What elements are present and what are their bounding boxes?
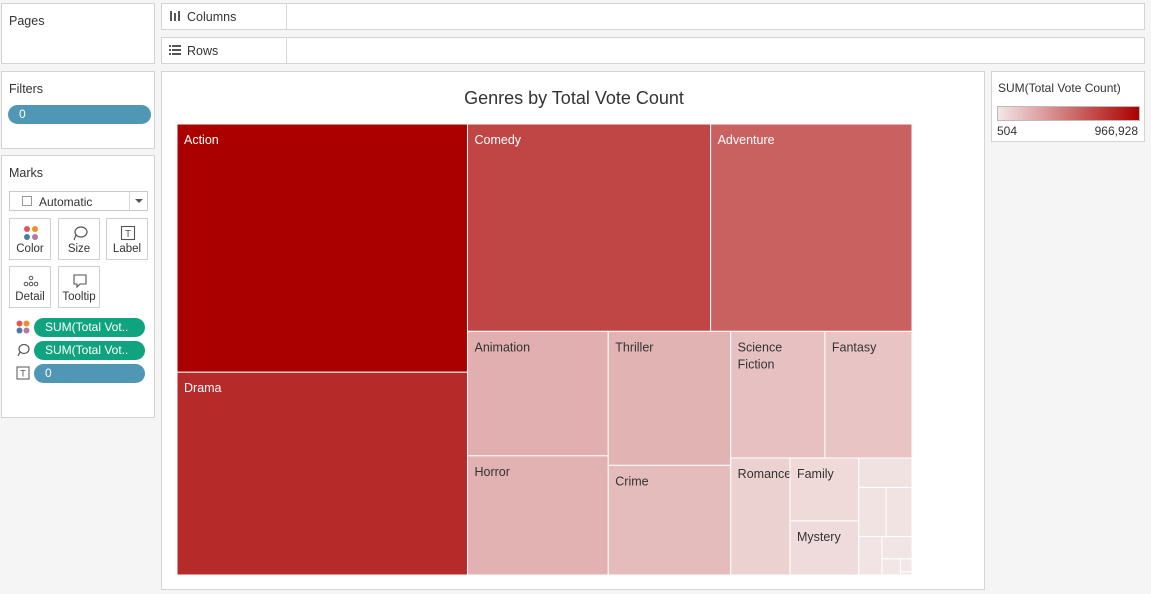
treemap-cell-drama[interactable] (176, 371, 468, 576)
tooltip-label: Tooltip (62, 291, 96, 303)
label-button[interactable]: T Label (106, 218, 148, 260)
color-field-pill[interactable]: SUM(Total Vot.. (34, 318, 145, 337)
mark-type-dropdown[interactable]: Automatic (9, 191, 148, 211)
treemap-label: Comedy (474, 133, 521, 147)
treemap-label: Horror (474, 465, 509, 479)
filters-card[interactable]: Filters 0 (1, 71, 155, 149)
marks-title: Marks (9, 166, 44, 180)
treemap-cell[interactable] (858, 486, 887, 537)
treemap-cell-family[interactable] (789, 457, 860, 522)
treemap-label: Adventure (718, 133, 775, 147)
label-t-icon: T (120, 225, 136, 241)
rows-label: Rows (187, 44, 219, 58)
detail-button[interactable]: Detail (9, 266, 51, 308)
detail-dots-icon (23, 275, 39, 287)
size-field-pill[interactable]: SUM(Total Vot.. (34, 341, 145, 360)
treemap-cell-romance[interactable] (730, 457, 791, 576)
columns-shelf[interactable]: Columns (161, 3, 1145, 30)
treemap-cell-animation[interactable] (466, 330, 609, 457)
legend-min: 504 (997, 124, 1018, 138)
treemap-label: Mystery (797, 530, 842, 544)
svg-text:T: T (20, 369, 26, 379)
treemap-label: Animation (474, 340, 530, 354)
size-label: Size (67, 243, 91, 255)
svg-text:T: T (125, 229, 131, 240)
chevron-down-icon[interactable] (129, 192, 147, 210)
treemap-cell[interactable] (885, 486, 913, 537)
columns-label: Columns (187, 10, 237, 24)
label-field-pill[interactable]: 0 (34, 364, 145, 383)
treemap-label: Drama (184, 381, 222, 395)
treemap-cell[interactable] (858, 535, 883, 576)
legend-max: 966,928 (1094, 124, 1138, 138)
mark-type-icon (22, 196, 32, 206)
filters-title: Filters (9, 82, 44, 96)
tooltip-button[interactable]: Tooltip (58, 266, 100, 308)
marks-card: Marks Automatic Color Size T Label (1, 155, 155, 418)
treemap-cell-thriller[interactable] (607, 330, 732, 466)
size-lasso-icon (73, 226, 88, 241)
treemap-chart: Action Drama Comedy Adventure Animation Horro… (176, 123, 913, 576)
color-dots-icon (24, 226, 38, 240)
treemap-cell-fantasy[interactable] (824, 330, 913, 459)
viz-pane: Genres by Total Vote Count Action Drama Co… (161, 71, 985, 590)
treemap-label: Thriller (615, 340, 653, 354)
treemap-cell[interactable] (881, 558, 901, 576)
treemap-label: Crime (615, 474, 648, 488)
rows-icon (169, 45, 181, 55)
treemap-label: Action (184, 133, 219, 147)
treemap-cell[interactable] (858, 457, 913, 488)
treemap-label: Science Fiction (738, 340, 783, 371)
treemap-label: Fantasy (832, 340, 877, 354)
treemap-cell-adventure[interactable] (710, 123, 913, 332)
color-legend[interactable]: SUM(Total Vote Count) 504 966,928 (991, 71, 1145, 142)
size-button[interactable]: Size (58, 218, 100, 260)
treemap-cell[interactable] (899, 558, 913, 573)
treemap-label: Romance (738, 467, 792, 481)
pages-title: Pages (9, 14, 45, 28)
treemap-cell-action[interactable] (176, 123, 468, 373)
detail-label: Detail (15, 291, 45, 303)
chart-title: Genres by Total Vote Count (464, 88, 684, 108)
pages-card[interactable]: Pages (1, 3, 155, 64)
label-label: Label (112, 243, 142, 255)
treemap-cell-science-fiction[interactable] (730, 330, 826, 459)
color-button[interactable]: Color (9, 218, 51, 260)
tooltip-bubble-icon (73, 274, 87, 289)
rows-shelf[interactable]: Rows (161, 37, 1145, 64)
filter-pill[interactable]: 0 (8, 105, 151, 124)
treemap-cell[interactable] (899, 571, 913, 576)
color-dots-icon (16, 320, 30, 334)
color-label: Color (16, 243, 44, 255)
rows-divider (286, 38, 287, 63)
treemap-cell-crime[interactable] (607, 464, 732, 576)
columns-divider (286, 4, 287, 29)
columns-icon (170, 11, 180, 21)
mark-type-label: Automatic (39, 195, 93, 209)
treemap-label: Family (797, 467, 835, 481)
treemap-cell[interactable] (881, 535, 913, 560)
size-lasso-icon (17, 343, 30, 357)
legend-gradient (997, 106, 1140, 121)
label-t-icon: T (16, 366, 30, 380)
treemap-cell-comedy[interactable] (466, 123, 712, 332)
treemap-cell-horror[interactable] (466, 455, 609, 576)
legend-title: SUM(Total Vote Count) (998, 81, 1121, 95)
